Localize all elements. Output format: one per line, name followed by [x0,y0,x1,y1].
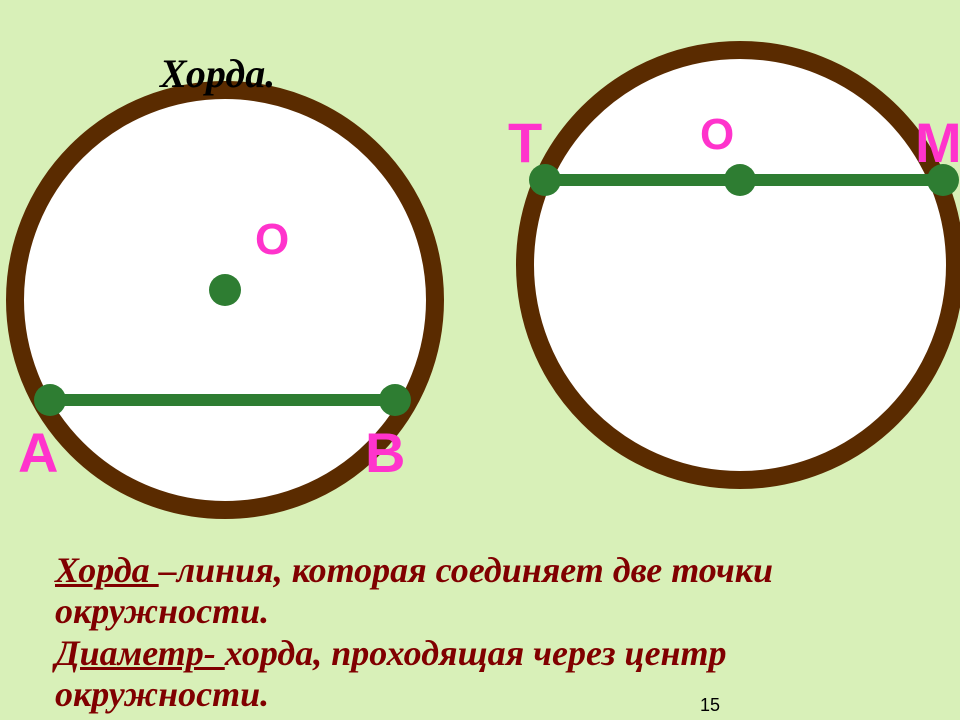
label-t: Т [508,110,542,175]
label-m: М [915,110,960,175]
right-center-dot [724,164,756,196]
term-diameter: Диаметр- [55,633,225,673]
point-a-dot [34,384,66,416]
point-b-dot [379,384,411,416]
label-o-right: О [700,110,734,160]
term-chord: Хорда [55,550,159,590]
label-a: А [18,420,58,485]
definition-diameter: Диаметр- хорда, проходящая через центр о… [55,633,940,716]
page-title: Хорда. [160,50,275,97]
definition-chord: Хорда –линия, которая соединяет две точк… [55,550,940,633]
def-chord-rest: –линия, которая соединяет две точки окру… [55,550,773,631]
page-number: 15 [700,695,720,716]
right-circle [525,50,955,480]
left-center-dot [209,274,241,306]
label-o-left: О [255,215,289,265]
label-b: В [365,420,405,485]
definitions-block: Хорда –линия, которая соединяет две точк… [55,550,940,716]
